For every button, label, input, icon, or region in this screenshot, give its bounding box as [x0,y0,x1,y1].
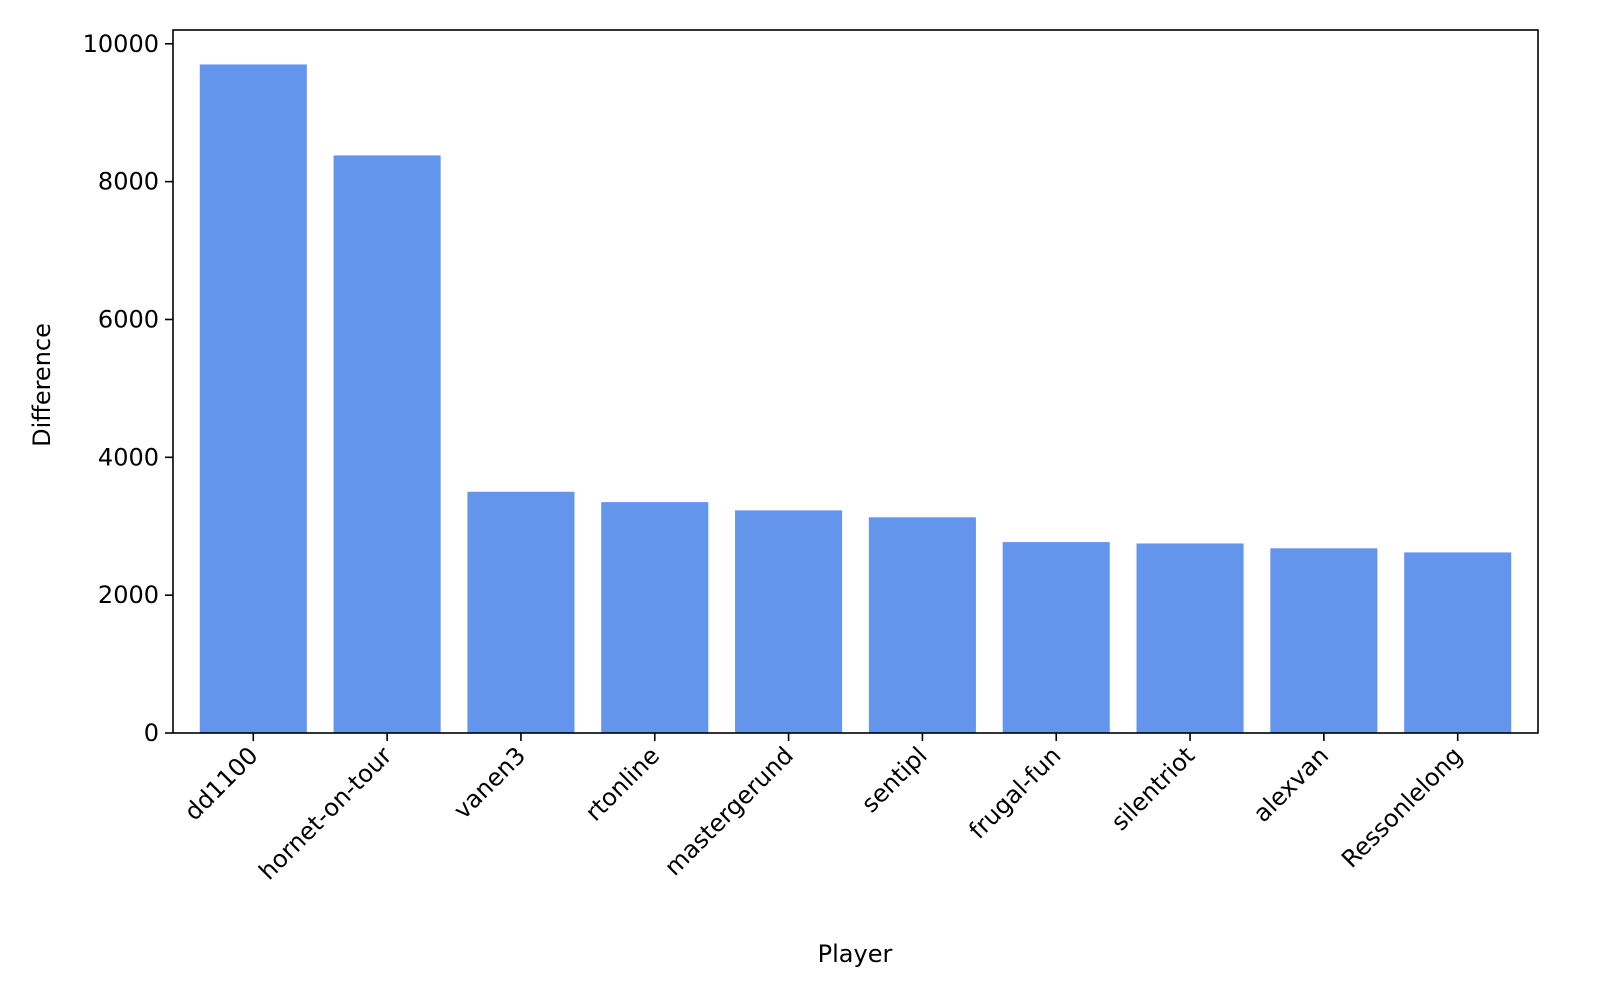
y-tick-label: 8000 [98,168,159,196]
bar-Ressonlelong [1404,552,1512,733]
y-axis-ticks: 0 2000 4000 6000 8000 10000 [83,30,173,747]
y-axis-title: Difference [28,323,56,447]
bar-dd1100 [199,64,307,733]
x-axis-title: Player [818,940,893,968]
plot-frame [172,29,1539,734]
y-tick-label: 10000 [83,30,159,58]
bar-mastergerund [735,510,843,733]
bar-hornet-on-tour [333,155,441,733]
bar-alexvan [1270,548,1378,733]
y-tick-label: 6000 [98,305,159,333]
y-tick-label: 0 [144,719,159,747]
bar-sentipl [868,517,976,733]
bars-layer [199,64,1512,733]
y-tick-label: 2000 [98,581,159,609]
bar-frugal-fun [1002,542,1110,733]
y-tick-label: 4000 [98,443,159,471]
bar-rtonline [601,502,709,733]
bar-silentriot [1136,543,1244,733]
bar-vanen3 [467,491,575,733]
